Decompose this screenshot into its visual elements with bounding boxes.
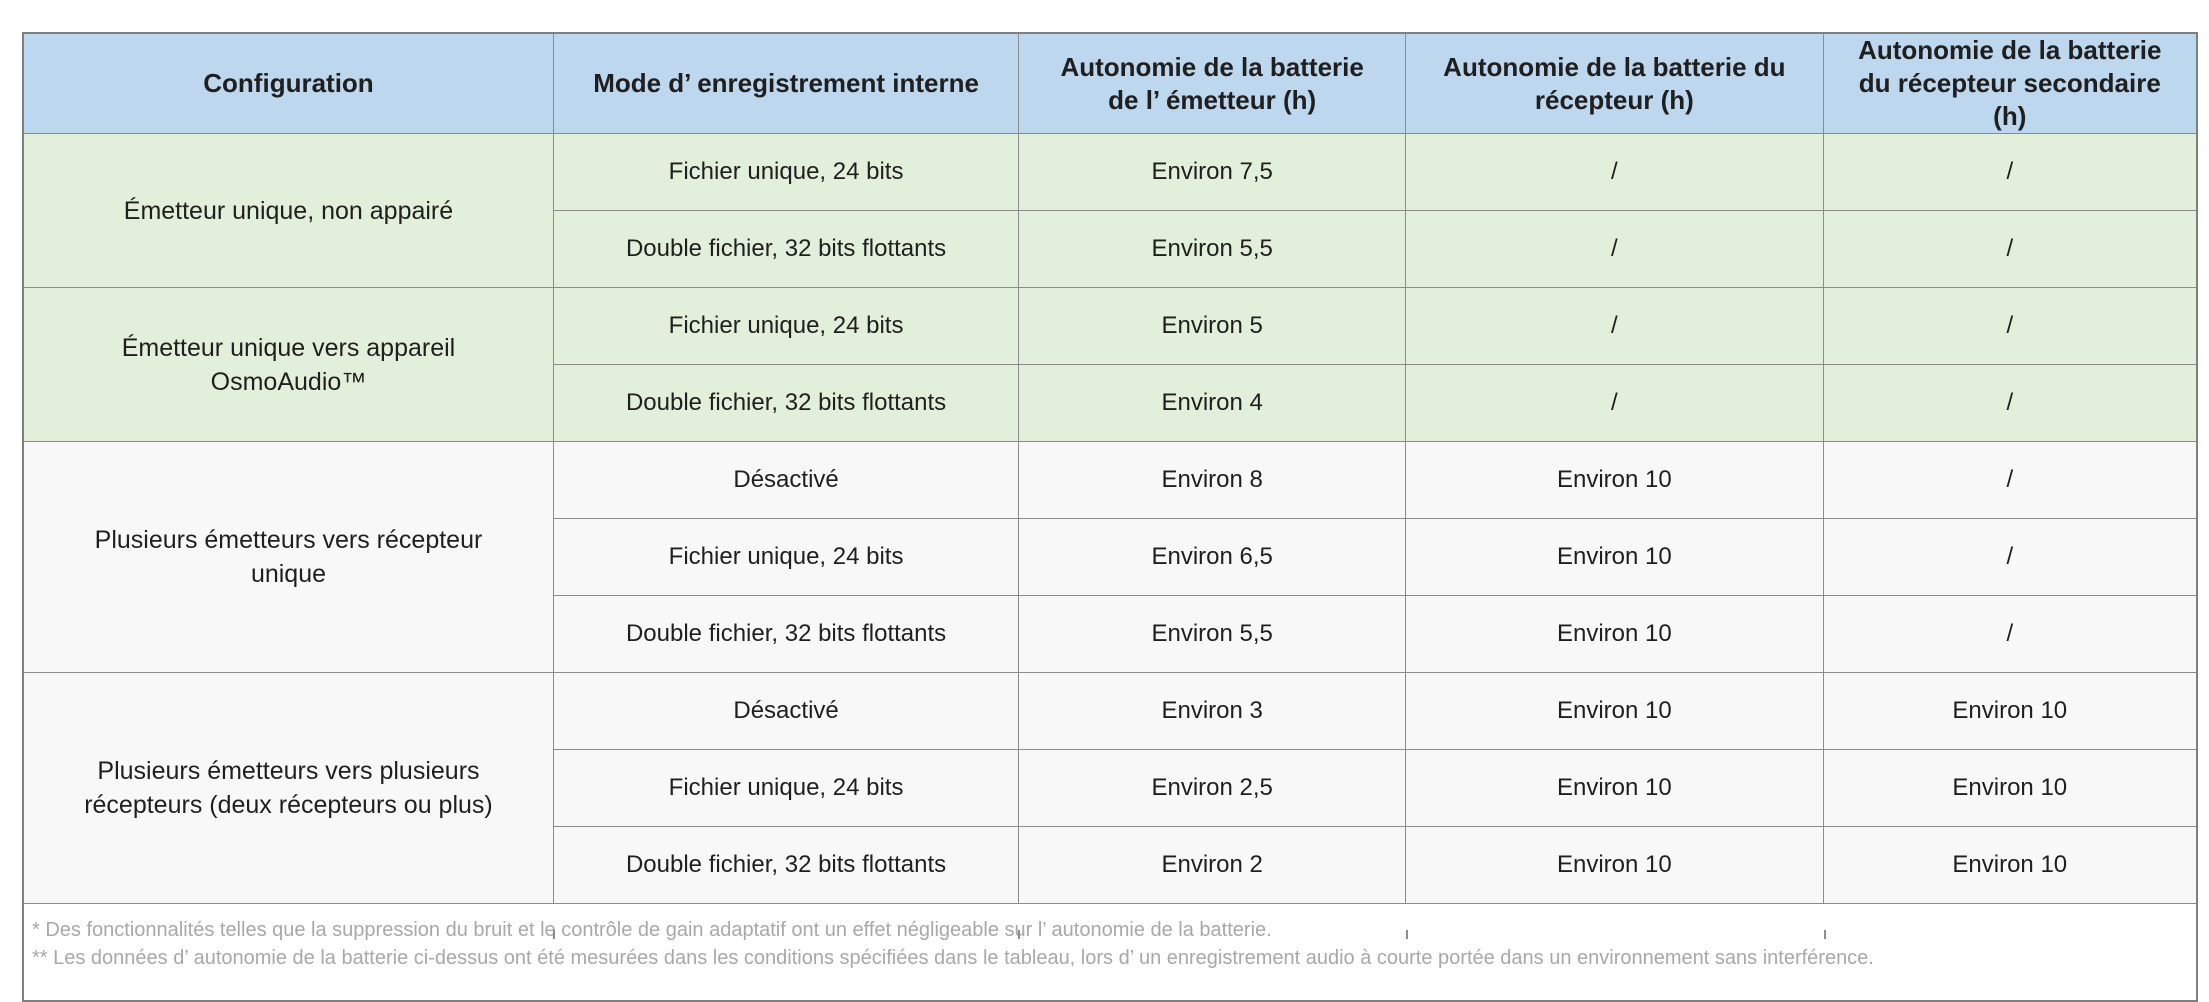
table-row: Plusieurs émetteurs vers récepteur uniqu… — [22, 441, 2198, 673]
transmitter-battery-cell: Environ 8 — [1018, 441, 1407, 519]
secondary-receiver-battery-cell: / — [1822, 595, 2198, 673]
footnote-line: * Des fonctionnalités telles que la supp… — [32, 919, 1272, 941]
secondary-receiver-battery-cell: / — [1822, 287, 2198, 365]
table-body: Émetteur unique, non appairé Fichier uniq… — [22, 133, 2198, 1002]
secondary-receiver-battery-cell: Environ 10 — [1822, 672, 2198, 750]
column-border-stub — [1406, 930, 1408, 939]
recording-mode-cell: Double fichier, 32 bits flottants — [552, 595, 1020, 673]
receiver-battery-cell: Environ 10 — [1405, 441, 1824, 519]
table-row: Émetteur unique vers appareil OsmoAudio™… — [22, 287, 2198, 442]
configuration-cell: Plusieurs émetteurs vers plusieurs récep… — [22, 672, 554, 904]
secondary-receiver-battery-cell: / — [1822, 133, 2198, 211]
recording-mode-cell: Désactivé — [552, 441, 1020, 519]
receiver-battery-cell: Environ 10 — [1405, 826, 1824, 904]
transmitter-battery-cell: Environ 7,5 — [1018, 133, 1407, 211]
secondary-receiver-battery-cell: / — [1822, 441, 2198, 519]
column-header-3: Autonomie de la batterie du récepteur (h… — [1405, 32, 1824, 134]
configuration-cell: Émetteur unique vers appareil OsmoAudio™ — [22, 287, 554, 442]
secondary-receiver-battery-cell: Environ 10 — [1822, 749, 2198, 827]
table-row: Double fichier, 32 bits flottants Environ… — [23, 826, 2198, 904]
receiver-battery-cell: / — [1405, 364, 1824, 442]
column-header-1: Mode d’ enregistrement interne — [552, 32, 1020, 134]
configuration-cell: Émetteur unique, non appairé — [22, 133, 554, 288]
table-row: Fichier unique, 24 bits Environ 2,5 Enviro… — [23, 749, 2198, 827]
transmitter-battery-cell: Environ 3 — [1018, 672, 1407, 750]
secondary-receiver-battery-cell: Environ 10 — [1822, 826, 2198, 904]
column-header-0: Configuration — [22, 32, 554, 134]
column-header-4: Autonomie de la batterie du récepteur se… — [1822, 32, 2198, 134]
battery-autonomy-table: Configuration Mode d’ enregistrement inte… — [22, 32, 2198, 1002]
table-row: Émetteur unique, non appairé Fichier uniq… — [22, 133, 2198, 288]
recording-mode-cell: Fichier unique, 24 bits — [552, 133, 1020, 211]
column-header-2: Autonomie de la batterie de l’ émetteur … — [1018, 32, 1407, 134]
transmitter-battery-cell: Environ 2 — [1018, 826, 1407, 904]
recording-mode-cell: Double fichier, 32 bits flottants — [552, 826, 1020, 904]
transmitter-battery-cell: Environ 5 — [1018, 287, 1407, 365]
receiver-battery-cell: Environ 10 — [1405, 595, 1824, 673]
footnote-row: * Des fonctionnalités telles que la supp… — [22, 903, 2198, 1002]
receiver-battery-cell: Environ 10 — [1405, 672, 1824, 750]
transmitter-battery-cell: Environ 5,5 — [1018, 210, 1407, 288]
table-row: Double fichier, 32 bits flottants Environ… — [23, 595, 2198, 673]
transmitter-battery-cell: Environ 2,5 — [1018, 749, 1407, 827]
transmitter-battery-cell: Environ 5,5 — [1018, 595, 1407, 673]
recording-mode-cell: Fichier unique, 24 bits — [552, 287, 1020, 365]
table-row: Plusieurs émetteurs vers plusieurs récep… — [22, 672, 2198, 904]
column-border-stub — [1824, 930, 1826, 939]
secondary-receiver-battery-cell: / — [1822, 364, 2198, 442]
footnote-line: ** Les données d’ autonomie de la batter… — [32, 947, 1874, 969]
recording-mode-cell: Double fichier, 32 bits flottants — [552, 364, 1020, 442]
header-row: Configuration Mode d’ enregistrement inte… — [22, 32, 2198, 134]
recording-mode-cell: Fichier unique, 24 bits — [552, 518, 1020, 596]
secondary-receiver-battery-cell: / — [1822, 518, 2198, 596]
table-header: Configuration Mode d’ enregistrement inte… — [22, 32, 2198, 134]
recording-mode-cell: Désactivé — [552, 672, 1020, 750]
table-row: Double fichier, 32 bits flottants Environ… — [23, 364, 2198, 442]
transmitter-battery-cell: Environ 4 — [1018, 364, 1407, 442]
receiver-battery-cell: / — [1405, 287, 1824, 365]
recording-mode-cell: Fichier unique, 24 bits — [552, 749, 1020, 827]
receiver-battery-cell: / — [1405, 210, 1824, 288]
configuration-cell: Plusieurs émetteurs vers récepteur uniqu… — [22, 441, 554, 673]
column-border-stub — [553, 930, 555, 939]
transmitter-battery-cell: Environ 6,5 — [1018, 518, 1407, 596]
recording-mode-cell: Double fichier, 32 bits flottants — [552, 210, 1020, 288]
receiver-battery-cell: Environ 10 — [1405, 518, 1824, 596]
page: { "colors": { "header_bg": "#bdd7ee", "g… — [22, 32, 2198, 1002]
secondary-receiver-battery-cell: / — [1822, 210, 2198, 288]
column-border-stub — [1018, 930, 1020, 939]
table-row: Fichier unique, 24 bits Environ 6,5 Enviro… — [23, 518, 2198, 596]
receiver-battery-cell: / — [1405, 133, 1824, 211]
footnote-cell: * Des fonctionnalités telles que la supp… — [22, 903, 2198, 1002]
receiver-battery-cell: Environ 10 — [1405, 749, 1824, 827]
table-row: Double fichier, 32 bits flottants Environ… — [23, 210, 2198, 288]
